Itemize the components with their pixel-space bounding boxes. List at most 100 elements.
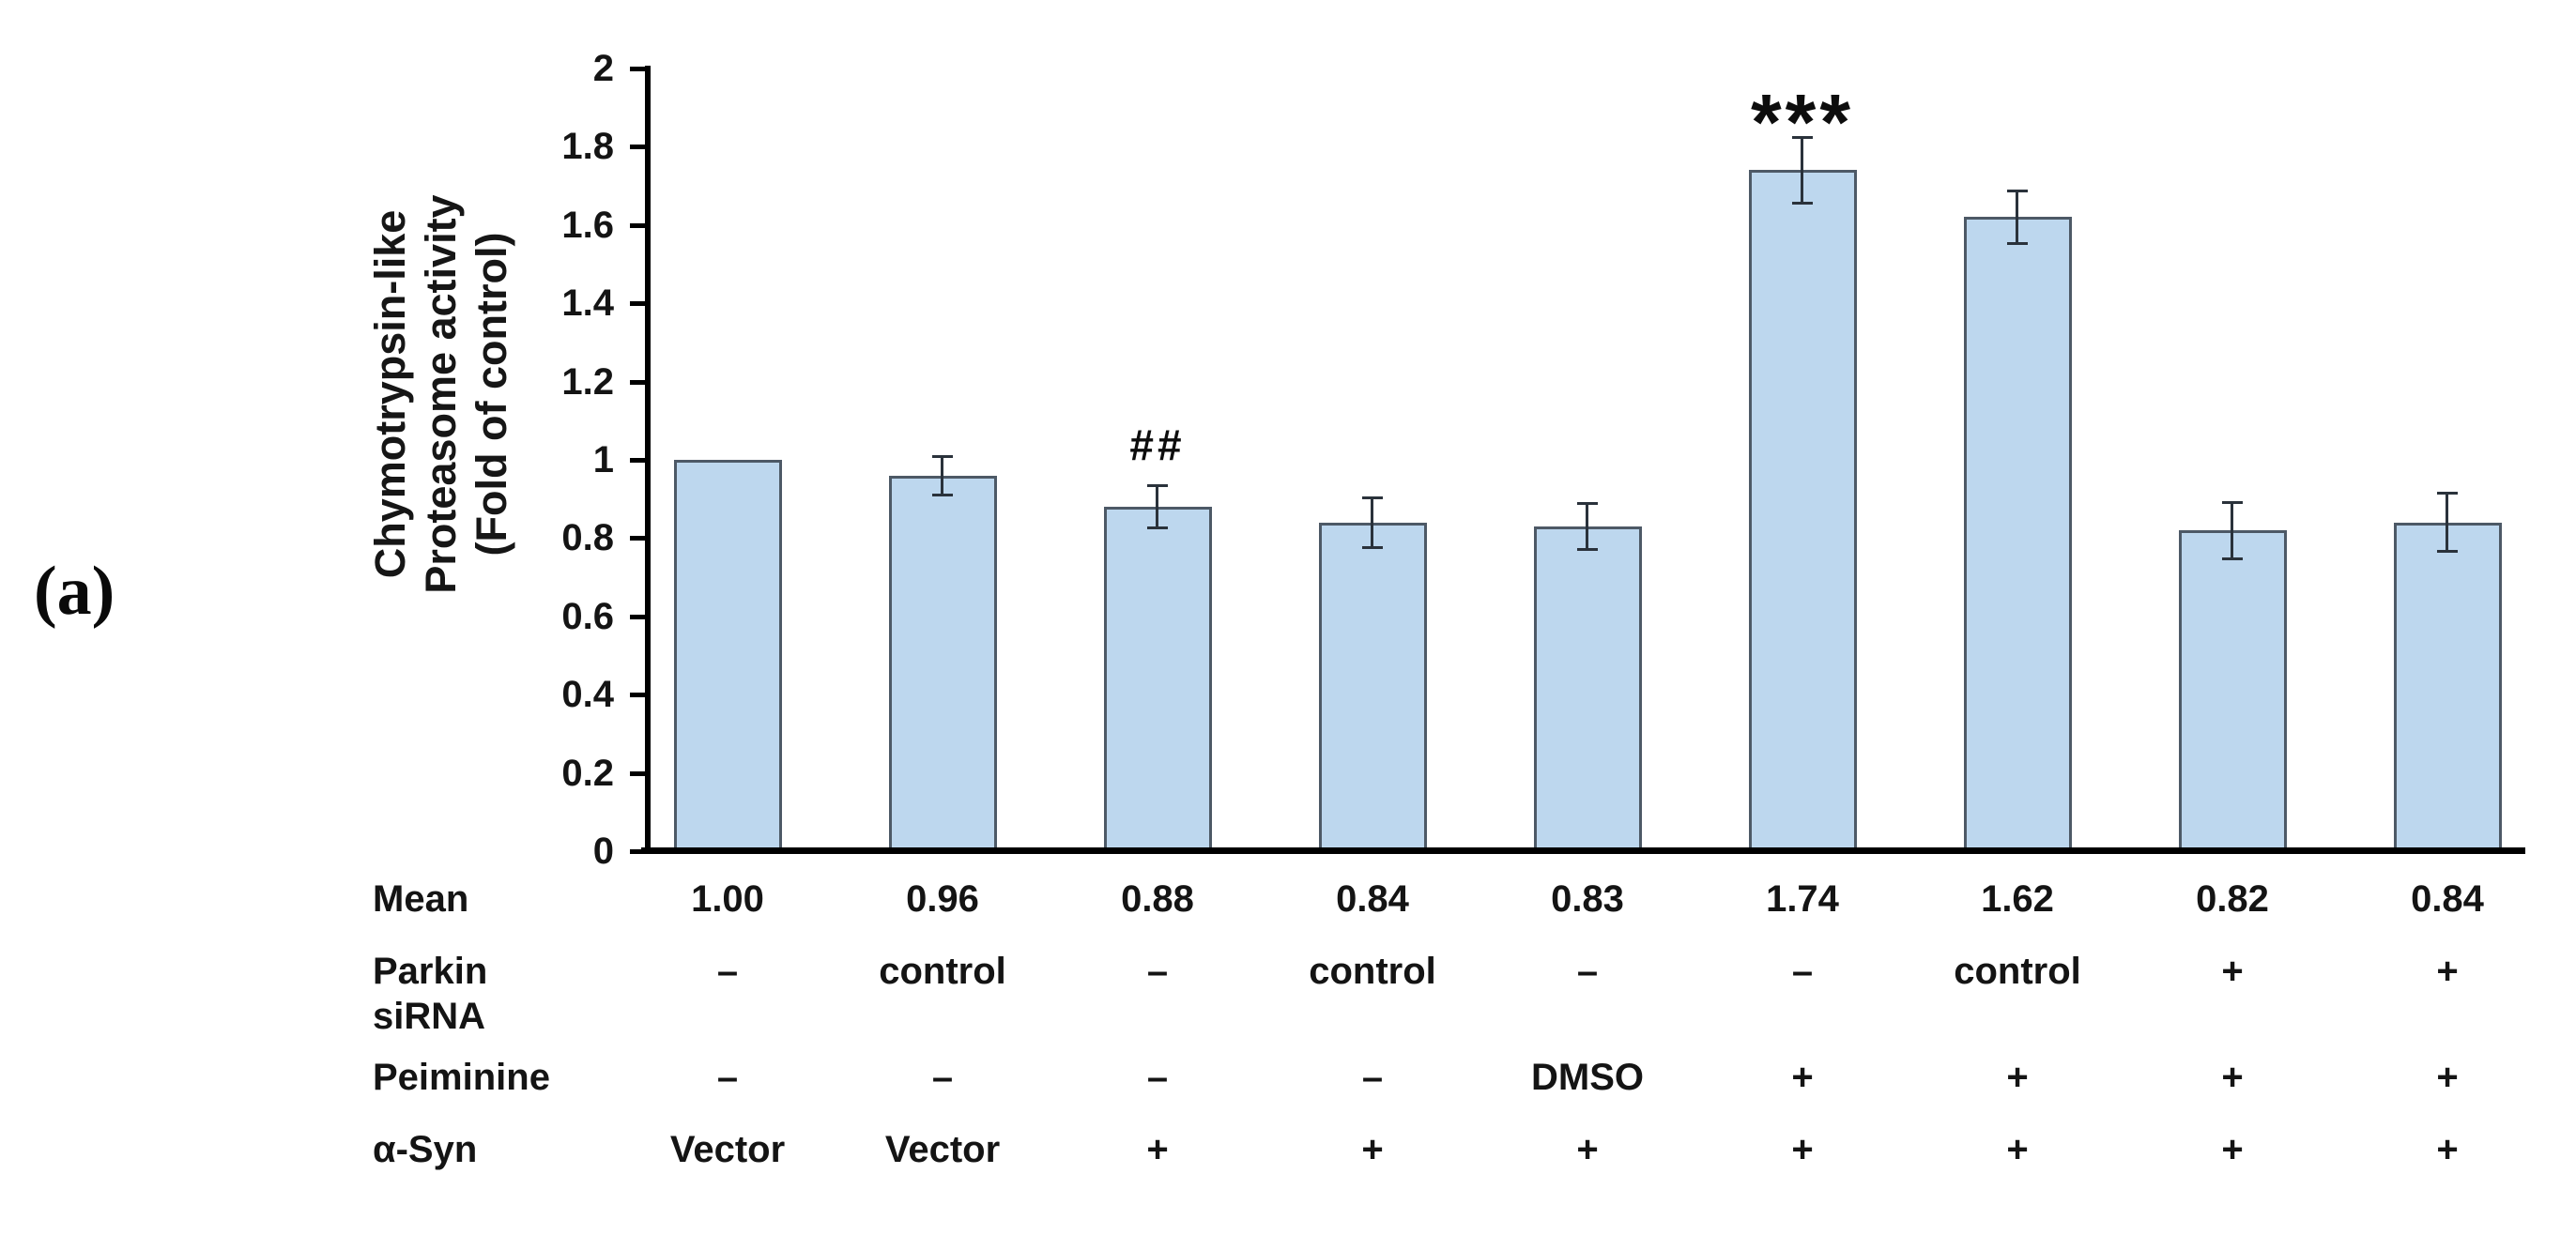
y-tick (630, 145, 645, 149)
error-bar-cap-bottom (1362, 546, 1383, 549)
table-row-label: Mean (373, 877, 468, 922)
y-tick (630, 693, 645, 697)
table-cell: control (1309, 951, 1436, 992)
error-bar-cap-top (1577, 502, 1598, 505)
error-bar-cap-bottom (1147, 526, 1168, 529)
y-tick (630, 380, 645, 385)
table-cell: – (716, 951, 739, 992)
table-cell: – (1146, 1057, 1169, 1098)
bar (2394, 523, 2502, 851)
error-bar-cap-bottom (932, 494, 953, 496)
y-tick-label: 0.4 (561, 674, 614, 715)
y-tick-label: 1.6 (561, 205, 614, 246)
table-cell: – (1791, 951, 1814, 992)
table-cell: + (2436, 1057, 2459, 1098)
error-bar-line (1586, 503, 1588, 550)
error-bar-cap-bottom (1577, 548, 1598, 551)
table-row-label: Parkin siRNA (373, 949, 487, 1039)
y-tick-label: 1.4 (561, 282, 614, 324)
error-bar-cap-bottom (2222, 557, 2243, 560)
panel-label: (a) (34, 553, 115, 630)
bar (1534, 526, 1642, 851)
y-tick-label: 0.2 (561, 753, 614, 794)
error-bar-cap-top (1147, 484, 1168, 487)
table-cell: 0.84 (2411, 878, 2484, 920)
y-axis-line (645, 66, 651, 854)
error-bar-cap-top (1362, 496, 1383, 499)
y-tick (630, 849, 645, 854)
table-cell: + (2221, 1057, 2244, 1098)
bar (1964, 217, 2072, 851)
table-cell: 0.82 (2196, 878, 2269, 920)
y-tick (630, 67, 645, 71)
table-cell: 1.74 (1766, 878, 1839, 920)
y-tick (630, 458, 645, 463)
error-bar-cap-top (2007, 190, 2028, 192)
table-cell: + (1361, 1129, 1384, 1170)
table-cell: 0.88 (1121, 878, 1194, 920)
y-tick (630, 615, 645, 619)
table-cell: – (1146, 951, 1169, 992)
table-row-label-line: α-Syn (373, 1129, 478, 1170)
error-bar-cap-bottom (2437, 550, 2458, 553)
error-bar-line (1156, 485, 1158, 528)
bar (889, 476, 997, 851)
table-cell: – (1576, 951, 1599, 992)
table-row-label-line: Mean (373, 878, 469, 920)
error-bar-cap-top (2222, 501, 2243, 504)
error-bar-cap-bottom (2007, 242, 2028, 245)
table-cell: + (2221, 1129, 2244, 1170)
table-row-label-line: Parkin (373, 951, 488, 992)
table-cell: + (2221, 951, 2244, 992)
error-bar-line (941, 456, 943, 496)
table-row-label-line: Peiminine (373, 1057, 550, 1098)
table-row-label: Peiminine (373, 1055, 550, 1100)
x-axis-line (641, 847, 2525, 854)
y-axis-title-line-3: (Fold of control) (468, 232, 515, 557)
y-tick (630, 771, 645, 776)
table-cell: + (2436, 1129, 2459, 1170)
error-bar-line (1801, 137, 1803, 204)
y-axis-title-line-2: Proteasome activity (417, 194, 465, 594)
table-cell: control (879, 951, 1006, 992)
table-cell: + (1576, 1129, 1599, 1170)
error-bar-line (2016, 191, 2018, 244)
table-cell: + (1791, 1057, 1814, 1098)
y-tick-label: 1 (592, 439, 614, 480)
error-bar-line (1371, 497, 1373, 548)
bar (674, 460, 782, 851)
bar (1749, 170, 1857, 851)
error-bar-cap-top (1792, 136, 1813, 139)
bar (1104, 507, 1212, 851)
table-cell: Vector (669, 1129, 786, 1170)
table-cell: + (2006, 1057, 2029, 1098)
y-tick-label: 2 (592, 48, 614, 89)
table-cell: + (1791, 1129, 1814, 1170)
table-cell: – (931, 1057, 954, 1098)
table-cell: 0.96 (906, 878, 979, 920)
y-axis-title: Chymotrypsin-like Proteasome activity (F… (365, 131, 517, 657)
table-cell: control (1954, 951, 2081, 992)
table-row-label: α-Syn (373, 1127, 477, 1172)
y-tick-label: 1.8 (561, 126, 614, 167)
table-cell: + (1146, 1129, 1169, 1170)
y-tick (630, 301, 645, 306)
table-cell: 0.83 (1551, 878, 1624, 920)
error-bar-line (2446, 493, 2448, 552)
y-tick-label: 0.8 (561, 517, 614, 558)
y-tick-label: 0.6 (561, 596, 614, 637)
bar (2179, 530, 2287, 851)
error-bar-cap-bottom (1792, 202, 1813, 205)
table-cell: 1.62 (1981, 878, 2054, 920)
y-axis-title-line-1: Chymotrypsin-like (366, 209, 414, 579)
y-tick (630, 536, 645, 541)
table-cell: – (1361, 1057, 1384, 1098)
error-bar-cap-top (2437, 492, 2458, 495)
y-tick-label: 0 (592, 831, 614, 872)
significance-marker: ## (1129, 420, 1186, 469)
table-cell: – (716, 1057, 739, 1098)
bar (1319, 523, 1427, 851)
table-cell: Vector (884, 1129, 1001, 1170)
table-cell: DMSO (1531, 1057, 1644, 1098)
